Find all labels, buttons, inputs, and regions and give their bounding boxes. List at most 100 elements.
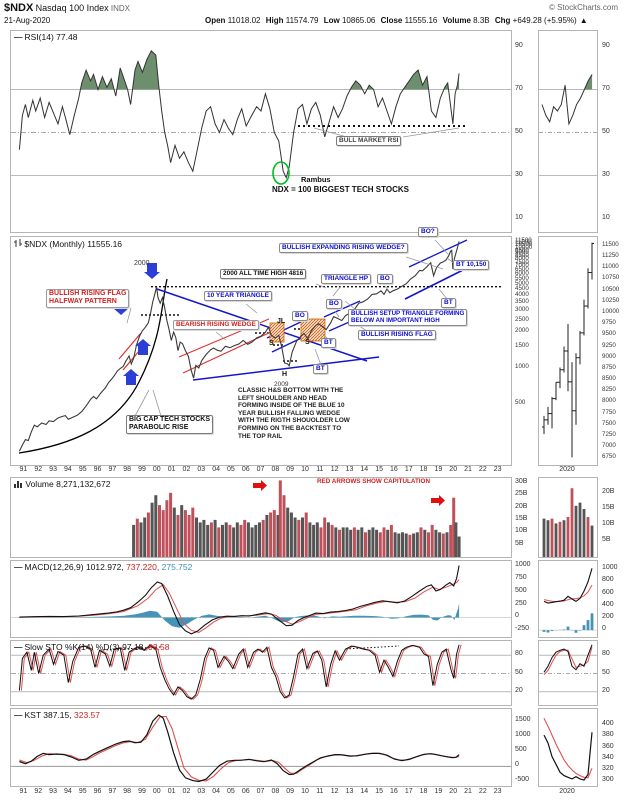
- bullish-setup-callout: BULLISH SETUP TRIANGLE FORMING BELOW AN I…: [348, 309, 468, 326]
- y-tick-label: 8500: [602, 375, 616, 383]
- y-tick-label: 70: [602, 84, 610, 92]
- low-value: 10865.06: [341, 16, 376, 25]
- y-tick-label: 7500: [515, 258, 529, 266]
- stochastics-panel-label: — Slow STO %K(14) %D(3) 97.18, 93.58: [14, 642, 170, 652]
- mini-volume-y-axis: 20B 15B 10B 5B: [600, 477, 624, 558]
- x-tick-label: 22: [478, 788, 487, 795]
- x-tick-label: 92: [34, 788, 43, 795]
- mini-price-panel: [538, 236, 598, 466]
- peak-2000-label: 2000: [134, 260, 150, 267]
- y-tick-label: 50: [515, 668, 523, 676]
- chart-date: 21-Aug-2020: [4, 16, 51, 25]
- y-tick-label: 7250: [602, 430, 616, 438]
- rsi-panel-label: — RSI(14) 77.48: [14, 32, 78, 42]
- x-tick-label: 03: [197, 788, 206, 795]
- stochastics-panel: — Slow STO %K(14) %D(3) 97.18, 93.58: [10, 640, 512, 706]
- bearish-rising-wedge-label: BEARISH RISING WEDGE: [173, 320, 259, 330]
- x-tick-label: 08: [271, 788, 280, 795]
- close-label: Close: [380, 16, 403, 25]
- x-tick-label: 93: [49, 788, 57, 795]
- rsi-y-axis: 90 70 50 30 10: [513, 30, 541, 233]
- y-tick-label: 90: [602, 41, 610, 49]
- low-label: Low: [323, 16, 340, 25]
- x-tick-label: 12: [330, 788, 339, 795]
- y-tick-label: 4000: [515, 291, 529, 299]
- ndx-note: NDX = 100 BIGGEST TECH STOCKS: [272, 185, 409, 194]
- breakout-label: BO: [326, 299, 342, 309]
- kst-panel: — KST 387.15, 323.57: [10, 708, 512, 787]
- x-tick-label: 18: [419, 466, 428, 473]
- mini-kst-y-axis: 400 380 360 340 320 300: [600, 708, 624, 787]
- y-tick-label: 200: [602, 612, 614, 620]
- y-tick-label: 8250: [602, 386, 616, 394]
- y-tick-label: 7000: [515, 262, 529, 270]
- mini-rsi-y-axis: 90 70 50 30 10: [600, 30, 624, 233]
- breakout-label: BO: [377, 274, 393, 284]
- x-tick-label: 16: [390, 788, 398, 795]
- y-tick-label: 9250: [602, 341, 616, 349]
- x-tick-label: 20: [449, 788, 458, 795]
- x-tick-label: 23: [493, 466, 502, 473]
- x-tick-label: 10: [301, 788, 309, 795]
- x-tick-label: 00: [152, 466, 161, 473]
- chg-value: +649.28 (+5.95%): [512, 16, 577, 25]
- x-tick-label: 22: [478, 466, 487, 473]
- x-tick-label: 99: [138, 466, 146, 473]
- x-tick-label: 04: [212, 466, 220, 473]
- x-tick-label: 11: [316, 466, 324, 473]
- volume-panel-label: Volume 8,271,132,672: [14, 479, 110, 489]
- x-tick-label: 94: [63, 466, 72, 473]
- y-tick-label: 5000: [515, 279, 529, 287]
- x-tick-label: 05: [227, 788, 235, 795]
- y-tick-label: 50: [602, 668, 610, 676]
- macd-panel-label: — MACD(12,26,9) 1012.972, 737.220, 275.75…: [14, 562, 193, 572]
- y-tick-label: 360: [602, 742, 614, 750]
- mini-kst-panel: [538, 708, 598, 787]
- x-tick-label: 95: [78, 788, 87, 795]
- x-tick-label: 00: [152, 788, 161, 795]
- y-tick-label: 11000: [515, 239, 532, 247]
- x-tick-label: 06: [241, 466, 250, 473]
- y-tick-label: 1000: [602, 564, 618, 572]
- chg-label: Chg: [494, 16, 511, 25]
- y-tick-label: 30: [515, 170, 523, 178]
- price-x-axis: 91 92 93 94 95 96 97 98 99 00 01 02 03 04 05 06 07 08 09 10…: [10, 466, 522, 476]
- kst-y-axis: 1500 1000 500 0 -500: [513, 708, 541, 787]
- x-tick-label: 23: [493, 788, 502, 795]
- y-tick-label: 5B: [602, 536, 611, 543]
- volume-label: Volume: [442, 16, 471, 25]
- stockcharts-credit[interactable]: © StockCharts.com: [548, 3, 618, 12]
- open-value: 11018.02: [227, 16, 261, 25]
- x-tick-label: 92: [34, 466, 43, 473]
- y-tick-label: 0: [515, 612, 519, 620]
- x-tick-label: 17: [404, 788, 413, 795]
- chg-direction-icon: ▲: [579, 16, 588, 25]
- x-tick-label: 96: [93, 466, 102, 473]
- all-time-high-callout: 2000 ALL TIME HIGH 4816: [220, 269, 307, 279]
- ohlc-readout: Open 11018.02 High 11574.79 Low 10865.06…: [205, 16, 591, 25]
- x-tick-label: 04: [212, 788, 220, 795]
- x-tick-label: 20: [449, 466, 458, 473]
- x-tick-label: 01: [167, 788, 176, 795]
- y-tick-label: 20: [602, 686, 610, 694]
- y-tick-label: -500: [515, 776, 530, 784]
- y-tick-label: 10500: [515, 241, 533, 249]
- y-tick-label: 90: [515, 41, 523, 49]
- x-tick-label: 19: [434, 466, 443, 473]
- y-tick-label: 250: [515, 599, 527, 607]
- x-tick-label: 17: [404, 466, 413, 473]
- y-tick-label: 8000: [602, 397, 616, 405]
- y-tick-label: 7500: [602, 419, 616, 427]
- high-value: 11574.79: [285, 16, 319, 25]
- x-tick-label: 01: [167, 466, 176, 473]
- y-tick-label: 9000: [602, 352, 616, 360]
- y-tick-label: 1000: [515, 731, 531, 739]
- y-tick-label: 7750: [602, 408, 616, 416]
- y-tick-label: 10750: [602, 274, 620, 282]
- y-tick-label: 7000: [602, 442, 616, 450]
- y-tick-label: 9500: [515, 246, 529, 254]
- high-label: High: [265, 16, 284, 25]
- symbol-title: $NDX Nasdaq 100 Index INDX: [4, 2, 130, 14]
- y-tick-label: 10B: [602, 520, 615, 527]
- x-tick-label: 98: [123, 466, 132, 473]
